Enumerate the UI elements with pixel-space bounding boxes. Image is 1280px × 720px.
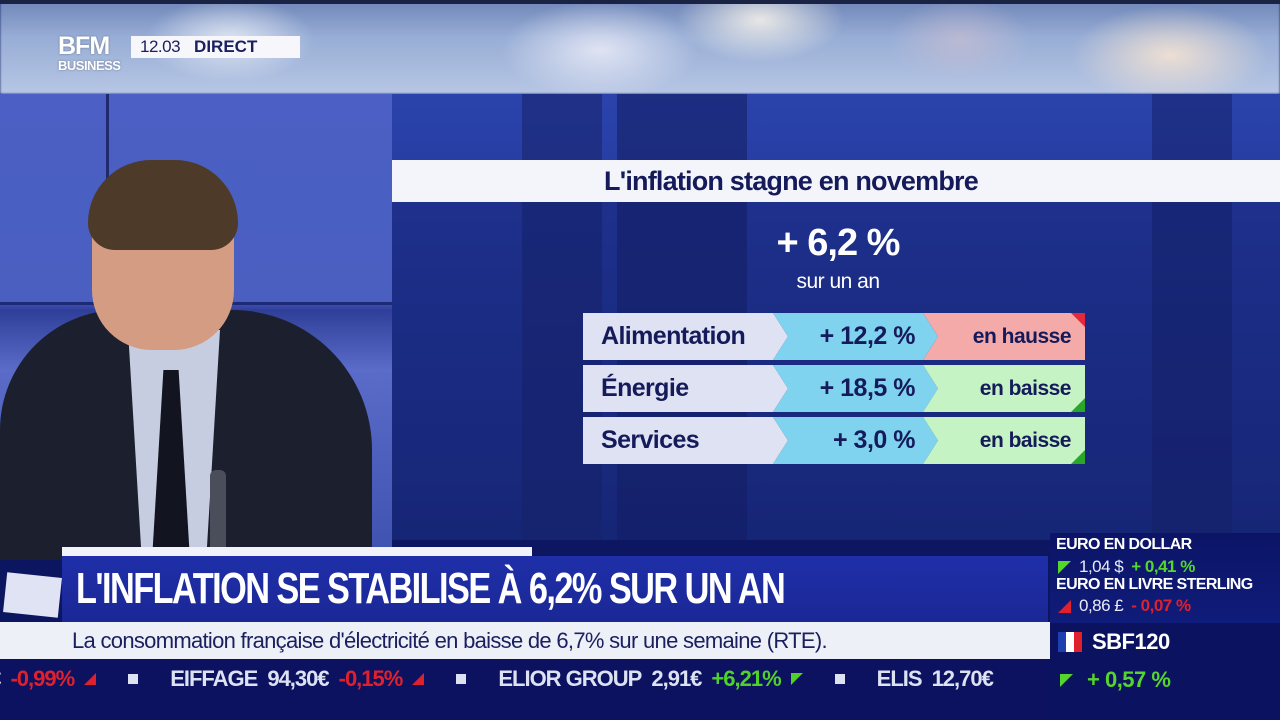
news-anchor <box>0 160 380 618</box>
markets-panel: EURO EN DOLLAR 1,04 $ + 0,41 % EURO EN L… <box>1050 533 1280 720</box>
fx-price: 1,04 $ <box>1079 557 1124 576</box>
trend-label: en hausse <box>972 324 1072 348</box>
ticker-item: EIFFAGE 94,30€ -0,15% <box>170 666 425 692</box>
lower-third-headline-bar: L'INFLATION SE STABILISE À 6,2% SUR UN A… <box>62 556 1048 622</box>
index-change-row: + 0,57 % <box>1060 667 1171 693</box>
ticker-change: -0,99% <box>10 666 75 691</box>
trend-label: en baisse <box>979 428 1072 452</box>
table-row: Énergie + 18,5 % en baisse <box>583 365 1085 412</box>
logo-bfm: BFM <box>58 32 110 60</box>
lower-third-subline: La consommation française d'électricité … <box>72 627 828 653</box>
headline-inflation-caption: sur un an <box>796 270 880 293</box>
live-label: DIRECT <box>194 37 258 56</box>
logo-business: BUSINESS <box>58 58 121 73</box>
category-label: Alimentation <box>583 313 788 360</box>
headline-inflation-value: + 6,2 % <box>776 222 901 264</box>
microphone <box>210 470 226 560</box>
anchor-hair <box>88 160 238 250</box>
trend-badge: en hausse <box>923 313 1085 360</box>
lower-third-headline: L'INFLATION SE STABILISE À 6,2% SUR UN A… <box>76 564 786 613</box>
ticker-separator <box>834 674 845 684</box>
ticker-item: ELIS 12,70€ <box>876 666 994 692</box>
channel-logo: BFM BUSINESS <box>58 32 128 82</box>
trend-up-icon <box>1071 313 1085 327</box>
ticker-change: +6,21% <box>711 666 781 691</box>
live-clock-badge: 12.03 DIRECT <box>131 36 300 58</box>
lower-third-subline-bar: La consommation française d'électricité … <box>0 622 1050 659</box>
arrow-down-icon <box>790 673 803 685</box>
anchor-notes <box>3 572 62 618</box>
fx-row-eur-usd: 1,04 $ + 0,41 % <box>1058 557 1195 577</box>
arrow-down-icon <box>1060 673 1073 687</box>
fx-section <box>1050 533 1280 623</box>
category-value: + 3,0 % <box>773 417 938 464</box>
ticker-price: 12,70€ <box>931 666 994 691</box>
ticker-price: 2,91€ <box>651 666 702 691</box>
category-value: + 18,5 % <box>773 365 938 412</box>
ticker-separator <box>128 674 139 684</box>
clock-time: 12.03 <box>140 37 181 56</box>
arrow-up-icon <box>412 673 425 685</box>
trend-badge: en baisse <box>923 365 1085 412</box>
ticker-item: 0€ -0,99% <box>0 666 97 692</box>
trend-down-icon <box>1071 450 1085 464</box>
arrow-up-icon <box>84 673 97 685</box>
ticker-name: ELIOR GROUP <box>498 666 642 691</box>
trend-down-icon <box>1071 398 1085 412</box>
fx-change: - 0,07 % <box>1131 596 1191 615</box>
table-row: Services + 3,0 % en baisse <box>583 417 1085 464</box>
ticker-price: 94,30€ <box>267 666 329 691</box>
index-change: + 0,57 % <box>1087 667 1171 692</box>
fx-label-eur-gbp: EURO EN LIVRE STERLING <box>1056 576 1253 593</box>
fx-row-eur-gbp: 0,86 £ - 0,07 % <box>1058 596 1191 616</box>
ticker-change: -0,15% <box>338 666 404 691</box>
ticker-name: EIFFAGE <box>170 666 258 691</box>
stock-ticker: 0€ -0,99% EIFFAGE 94,30€ -0,15% ELIOR GR… <box>0 659 1050 720</box>
fx-change: + 0,41 % <box>1131 557 1195 576</box>
table-row: Alimentation + 12,2 % en hausse <box>583 313 1085 360</box>
trend-label: en baisse <box>979 376 1072 400</box>
lower-third-accent <box>62 547 532 556</box>
ticker-separator <box>456 674 467 684</box>
france-flag-icon <box>1058 632 1082 652</box>
fx-price: 0,86 £ <box>1079 596 1124 615</box>
inflation-breakdown-table: Alimentation + 12,2 % en hausse Énergie … <box>583 313 1085 469</box>
top-edge <box>0 0 1280 4</box>
infographic-title: L'inflation stagne en novembre <box>604 165 979 196</box>
arrow-down-icon <box>1058 560 1071 574</box>
index-header: SBF120 <box>1058 629 1170 655</box>
trend-badge: en baisse <box>923 417 1085 464</box>
category-value: + 12,2 % <box>773 313 938 360</box>
ticker-item: ELIOR GROUP 2,91€ +6,21% <box>498 666 803 692</box>
ticker-name: ELIS <box>876 666 923 691</box>
fx-label-eur-usd: EURO EN DOLLAR <box>1056 536 1192 553</box>
category-label: Services <box>583 417 788 464</box>
category-label: Énergie <box>583 365 788 412</box>
arrow-up-icon <box>1058 599 1071 613</box>
index-name: SBF120 <box>1092 629 1170 654</box>
infographic-title-bar: L'inflation stagne en novembre <box>392 160 1280 202</box>
